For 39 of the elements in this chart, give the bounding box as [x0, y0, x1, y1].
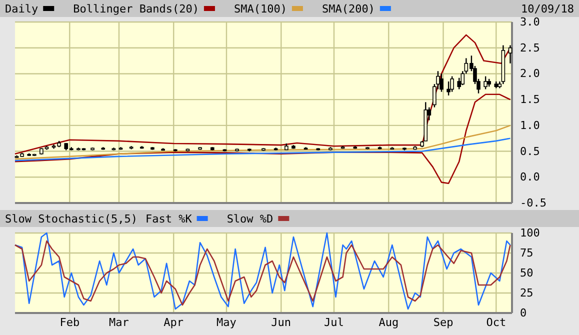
- legend-label: Daily: [5, 2, 38, 16]
- legend-label: Bollinger Bands(20): [73, 2, 199, 16]
- x-tick-label: Aug: [378, 316, 399, 329]
- text: 10/09/18: [521, 2, 574, 16]
- x-tick-label: Oct: [486, 316, 506, 329]
- line-series: [14, 240, 511, 306]
- y-tick-label: 3.0: [520, 16, 540, 29]
- x-tick-label: Jun: [271, 316, 292, 329]
- candlestick: [484, 76, 488, 90]
- candlestick: [440, 73, 444, 92]
- y-tick-label: 75: [520, 246, 534, 260]
- y-tick-label: 1.0: [520, 118, 540, 132]
- x-tick-label: Feb: [60, 316, 80, 329]
- x-tick-label: Mar: [109, 316, 130, 329]
- y-tick-label: 0.0: [520, 170, 540, 184]
- line-series: [14, 94, 511, 184]
- y-tick-label: 0.5: [520, 144, 540, 158]
- legend-label: Fast %K: [145, 212, 192, 226]
- y-tick-label: -0.5: [520, 196, 546, 210]
- line-series: [14, 34, 511, 155]
- chart-title: Slow Stochastic(5,5): [5, 212, 138, 226]
- candlestick: [446, 80, 450, 96]
- y-tick-label: 2.5: [520, 41, 540, 54]
- x-tick-label: Sep: [433, 316, 454, 329]
- y-tick-label: 2.0: [520, 67, 540, 80]
- x-tick-label: Apr: [164, 316, 184, 329]
- legend-label: SMA(100): [234, 2, 287, 16]
- candlestick: [450, 76, 454, 92]
- y-tick-label: 100: [520, 226, 540, 240]
- y-tick-label: 25: [520, 286, 534, 300]
- legend-label: SMA(200): [322, 2, 375, 16]
- y-tick-label: 1.5: [520, 93, 540, 106]
- x-tick-label: May: [216, 316, 237, 329]
- legend-label: Slow %D: [226, 212, 274, 226]
- line-series: [14, 232, 511, 310]
- y-tick-label: 0: [520, 306, 527, 320]
- x-tick-label: Jul: [324, 316, 344, 329]
- y-tick-label: 50: [520, 266, 534, 280]
- line-series: [14, 124, 511, 160]
